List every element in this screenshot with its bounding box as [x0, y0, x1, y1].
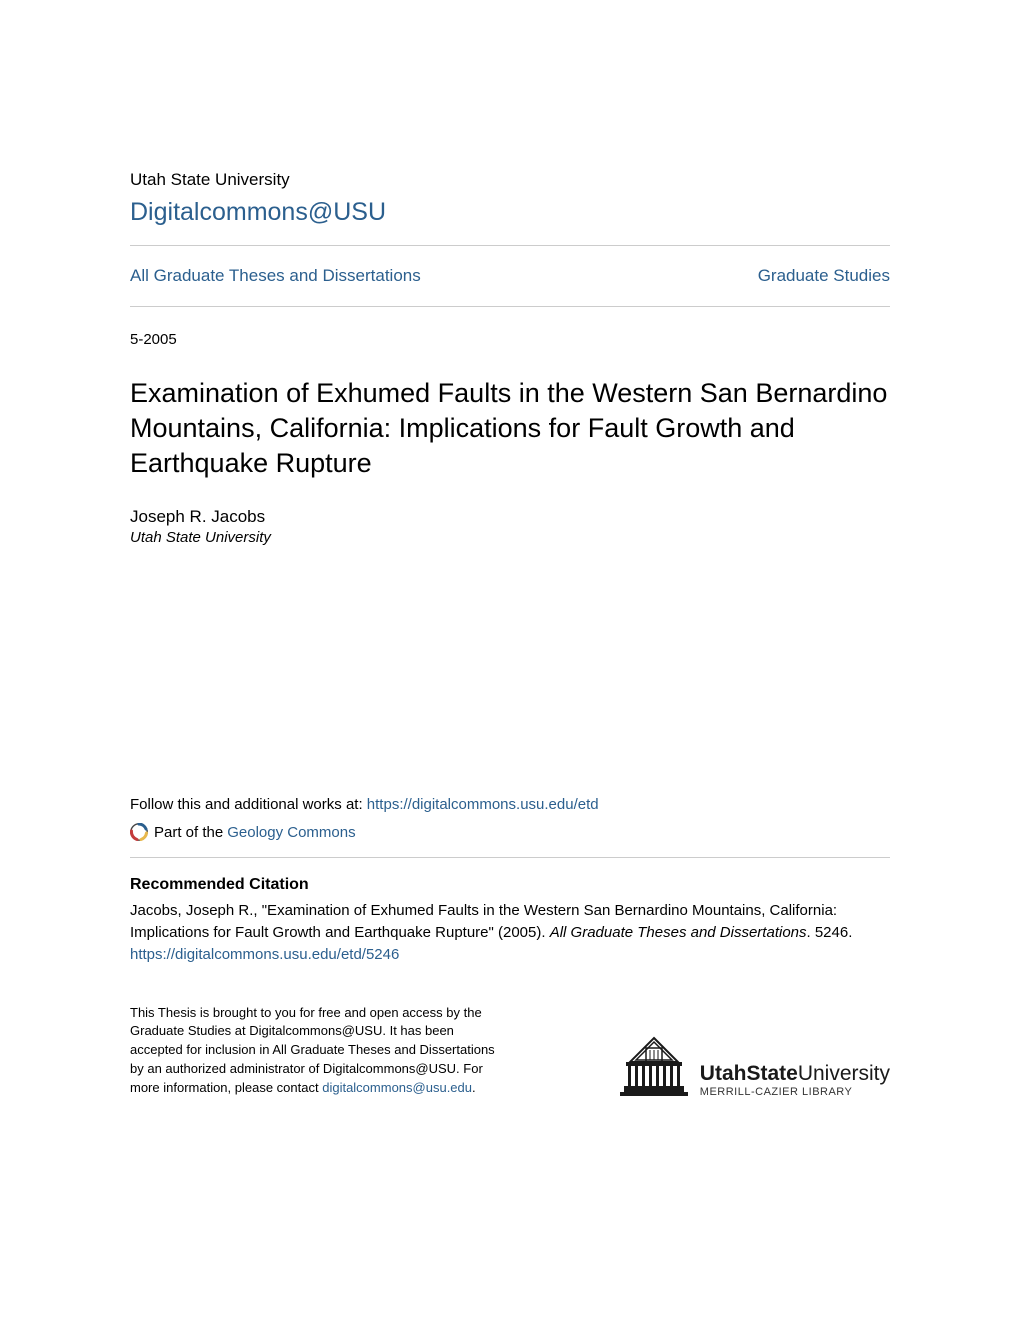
repository-link[interactable]: Digitalcommons@USU	[130, 198, 890, 227]
logo-uni-bold: UtahState	[700, 1062, 798, 1085]
divider-citation	[130, 857, 890, 858]
author-name: Joseph R. Jacobs	[130, 507, 890, 527]
library-logo: UtahStateUniversity MERRILL-CAZIER LIBRA…	[618, 1036, 890, 1098]
network-icon	[130, 823, 148, 841]
nav-row: All Graduate Theses and Dissertations Gr…	[130, 246, 890, 306]
document-title: Examination of Exhumed Faults in the Wes…	[130, 376, 890, 481]
publication-date: 5-2005	[130, 331, 890, 348]
follow-prefix: Follow this and additional works at:	[130, 796, 367, 813]
citation-heading: Recommended Citation	[130, 876, 890, 894]
contact-email-link[interactable]: digitalcommons@usu.edu	[322, 1080, 472, 1095]
citation-text: Jacobs, Joseph R., "Examination of Exhum…	[130, 900, 890, 965]
part-of-line: Part of the Geology Commons	[130, 823, 890, 841]
logo-uni-light: University	[798, 1062, 890, 1085]
footer-row: This Thesis is brought to you for free a…	[130, 1004, 890, 1098]
graduate-studies-link[interactable]: Graduate Studies	[758, 266, 890, 286]
institution-name: Utah State University	[130, 170, 890, 190]
partof-prefix: Part of the	[154, 824, 223, 841]
citation-permalink[interactable]: https://digitalcommons.usu.edu/etd/5246	[130, 946, 399, 963]
logo-university-name: UtahStateUniversity	[700, 1063, 890, 1084]
logo-text-block: UtahStateUniversity MERRILL-CAZIER LIBRA…	[700, 1063, 890, 1098]
follow-works-line: Follow this and additional works at: htt…	[130, 796, 890, 813]
citation-after: . 5246.	[807, 924, 853, 941]
access-statement: This Thesis is brought to you for free a…	[130, 1004, 500, 1098]
follow-link[interactable]: https://digitalcommons.usu.edu/etd	[367, 796, 599, 813]
library-building-icon	[618, 1036, 690, 1098]
citation-series: All Graduate Theses and Dissertations	[550, 924, 807, 941]
partof-link[interactable]: Geology Commons	[227, 824, 355, 841]
divider-bottom	[130, 306, 890, 307]
author-affiliation: Utah State University	[130, 529, 890, 546]
spacer	[130, 546, 890, 796]
collection-link[interactable]: All Graduate Theses and Dissertations	[130, 266, 421, 286]
access-after: .	[472, 1080, 476, 1095]
logo-library-name: MERRILL-CAZIER LIBRARY	[700, 1086, 890, 1098]
